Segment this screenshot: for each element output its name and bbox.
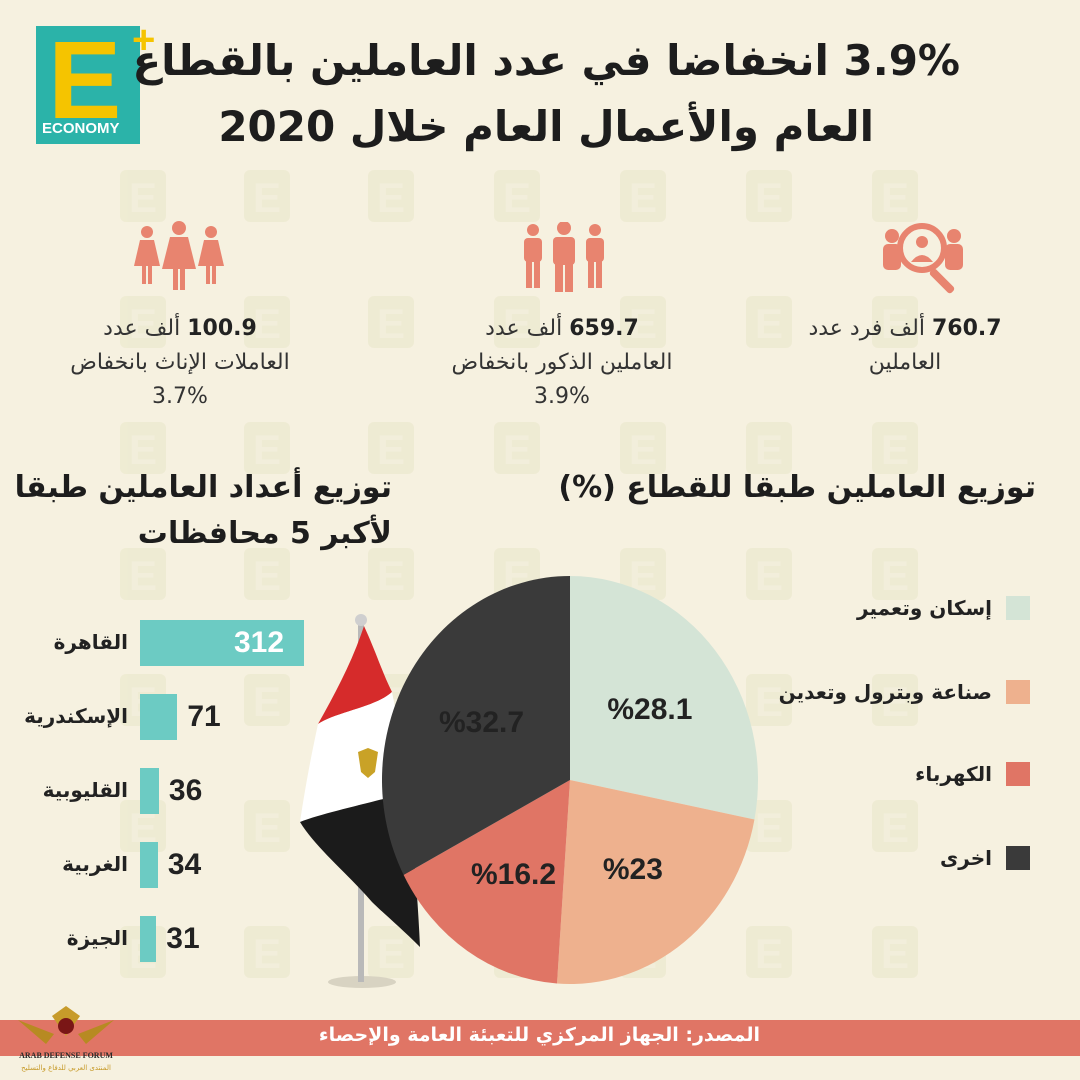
watermark-tile bbox=[368, 548, 414, 600]
headline-line-2: العام والأعمال العام خلال 2020 bbox=[218, 102, 874, 151]
bar-category-label: الغربية bbox=[62, 852, 128, 876]
watermark-tile bbox=[494, 170, 540, 222]
legend-label: صناعة وبترول وتعدين bbox=[778, 680, 992, 704]
pie-slice-1 bbox=[557, 780, 755, 984]
watermark-tile bbox=[494, 296, 540, 348]
bar-value-label: 312 bbox=[234, 626, 285, 659]
watermark-tile bbox=[244, 296, 290, 348]
stat-female-workers: 100.9 ألف عدد العاملات الإناث بانخفاض 3.… bbox=[70, 316, 290, 409]
bar-3 bbox=[140, 842, 158, 888]
watermark-tile bbox=[746, 674, 792, 726]
watermark-tile bbox=[872, 800, 918, 852]
bar-1 bbox=[140, 694, 178, 740]
watermark-tile bbox=[244, 926, 290, 978]
watermark-tile bbox=[120, 170, 166, 222]
bar-category-label: الجيزة bbox=[66, 926, 128, 950]
pie-slice-3 bbox=[382, 576, 570, 875]
watermark-tile bbox=[746, 170, 792, 222]
watermark-tile bbox=[244, 422, 290, 474]
watermark-tile bbox=[872, 170, 918, 222]
watermark-tile bbox=[872, 548, 918, 600]
legend-swatch bbox=[1006, 680, 1030, 704]
governorate-chart-title-1: توزيع أعداد العاملين طبقا bbox=[14, 470, 392, 505]
pie-slice-label: %28.1 bbox=[607, 693, 692, 726]
watermark-tile bbox=[746, 548, 792, 600]
bar-value-label: 71 bbox=[187, 700, 221, 733]
watermark-tile bbox=[120, 296, 166, 348]
watermark-tile bbox=[368, 296, 414, 348]
economy-logo: E + ECONOMY bbox=[36, 18, 155, 144]
legend-item: صناعة وبترول وتعدين bbox=[779, 680, 1030, 704]
bar-category-label: القاهرة bbox=[53, 630, 128, 654]
sector-pie-chart: %28.1 %23 %16.2 %32.7 bbox=[382, 576, 758, 984]
bar-category-label: القليوبية bbox=[42, 778, 128, 802]
legend-item: اخرى bbox=[940, 846, 1030, 870]
bar-4 bbox=[140, 916, 157, 962]
headline-line-1: 3.9% انخفاضا في عدد العاملين بالقطاع bbox=[132, 36, 960, 85]
watermark-tile bbox=[620, 296, 666, 348]
watermark-tile bbox=[244, 548, 290, 600]
pie-slice-label: %32.7 bbox=[439, 706, 524, 739]
legend-label: اخرى bbox=[939, 846, 992, 870]
bar-value-label: 31 bbox=[166, 922, 200, 955]
legend-item: الكهرباء bbox=[915, 762, 1030, 786]
legend-swatch bbox=[1006, 762, 1030, 786]
governorate-chart-title-2: لأكبر 5 محافظات bbox=[137, 516, 392, 551]
footer-bar: المصدر: الجهاز المركزي للتعبئة العامة وا… bbox=[0, 1020, 1080, 1056]
watermark-tile bbox=[494, 422, 540, 474]
watermark-tile bbox=[746, 926, 792, 978]
watermark-tile bbox=[368, 170, 414, 222]
egypt-flag-icon bbox=[300, 614, 420, 988]
magnifier-people-icon bbox=[883, 223, 963, 294]
pie-slice-label: %23 bbox=[603, 853, 663, 886]
watermark-tile bbox=[244, 674, 290, 726]
watermark-tile bbox=[872, 296, 918, 348]
watermark-tile bbox=[620, 170, 666, 222]
bar-category-label: الإسكندرية bbox=[24, 704, 128, 728]
watermark-tile bbox=[872, 926, 918, 978]
source-text: المصدر: الجهاز المركزي للتعبئة العامة وا… bbox=[318, 1024, 760, 1046]
watermark-tile bbox=[244, 170, 290, 222]
men-group-icon bbox=[524, 222, 604, 292]
bar-0 bbox=[140, 620, 304, 666]
bar-2 bbox=[140, 768, 159, 814]
bar-value-label: 34 bbox=[167, 848, 202, 881]
watermark-tile bbox=[746, 296, 792, 348]
sector-chart-title: توزيع العاملين طبقا للقطاع (%) bbox=[558, 470, 1036, 505]
stat-male-workers: 659.7 ألف عدد العاملين الذكور بانخفاض 3.… bbox=[451, 316, 673, 409]
watermark-tile bbox=[746, 422, 792, 474]
watermark-tile bbox=[120, 548, 166, 600]
legend-swatch bbox=[1006, 846, 1030, 870]
stat-total-workers: 760.7 ألف فرد عدد العاملين bbox=[808, 316, 1002, 375]
watermark-tile bbox=[244, 800, 290, 852]
legend-item: إسكان وتعمير bbox=[857, 596, 1030, 620]
watermark-tile bbox=[120, 422, 166, 474]
pie-slice-label: %16.2 bbox=[471, 858, 556, 891]
bar-value-label: 36 bbox=[168, 774, 203, 807]
watermark-tile bbox=[368, 926, 414, 978]
badge-subtitle: المنتدى العربي للدفاع والتسليح bbox=[21, 1064, 111, 1072]
badge-title: ARAB DEFENSE FORUM bbox=[19, 1051, 113, 1060]
legend-label: إسكان وتعمير bbox=[857, 596, 992, 620]
arab-defense-forum-badge: ARAB DEFENSE FORUM المنتدى العربي للدفاع… bbox=[18, 1006, 114, 1072]
legend-label: الكهرباء bbox=[915, 762, 992, 786]
watermark-tile bbox=[872, 674, 918, 726]
pie-slice-2 bbox=[403, 780, 570, 984]
women-group-icon bbox=[134, 221, 224, 290]
watermark-tile bbox=[872, 422, 918, 474]
legend-swatch bbox=[1006, 596, 1030, 620]
watermark-tile bbox=[620, 422, 666, 474]
watermark-tile bbox=[368, 422, 414, 474]
pie-slice-0 bbox=[570, 576, 758, 820]
